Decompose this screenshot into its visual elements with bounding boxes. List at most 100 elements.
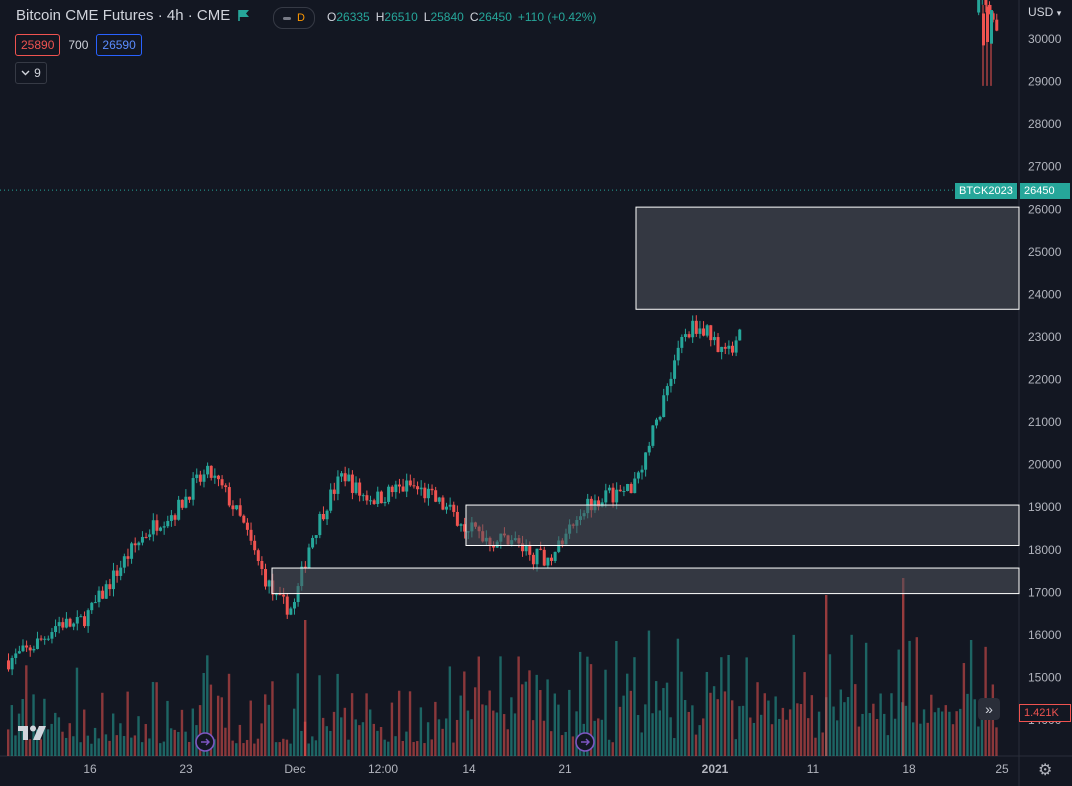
- gear-icon[interactable]: ⚙: [1038, 762, 1053, 779]
- volume-bar: [104, 734, 108, 756]
- volume-bar: [169, 728, 173, 756]
- symbol-title[interactable]: Bitcoin CME Futures · 4h · CME: [16, 7, 231, 24]
- volume-bar: [702, 718, 705, 756]
- candle-body: [289, 608, 293, 615]
- candle-body: [75, 617, 79, 624]
- volume-bar: [864, 642, 868, 756]
- volume-bar: [694, 734, 698, 756]
- interval-pill[interactable]: D: [273, 7, 315, 29]
- volume-bar: [781, 707, 785, 756]
- tradingview-logo-icon[interactable]: [18, 724, 48, 748]
- candle-body: [982, 13, 985, 46]
- volume-bar: [484, 705, 488, 756]
- volume-bar: [810, 695, 814, 756]
- volume-bar: [343, 707, 347, 756]
- candle-body: [622, 491, 626, 493]
- volume-bar: [32, 694, 35, 756]
- chevron-down-icon: ▾: [1056, 8, 1062, 18]
- candle-body: [546, 557, 550, 566]
- candle-body: [350, 474, 354, 493]
- volume-bar: [698, 725, 701, 756]
- volume-bar: [683, 700, 687, 756]
- flag-icon[interactable]: [238, 9, 250, 22]
- volume-bar: [560, 735, 564, 756]
- volume-bar: [528, 670, 531, 756]
- time-tick-label: 25: [995, 762, 1009, 776]
- open-label: O: [327, 10, 337, 24]
- volume-bar: [629, 690, 633, 756]
- volume-bar: [488, 690, 491, 756]
- volume-bar: [854, 684, 857, 756]
- volume-bar: [473, 687, 477, 756]
- sell-price-button[interactable]: 25890: [15, 34, 61, 56]
- candle-body: [387, 486, 391, 502]
- indicators-toggle[interactable]: 9: [15, 62, 47, 84]
- demand-zone: [635, 206, 1020, 310]
- volume-bar: [155, 682, 158, 756]
- volume-bar: [799, 704, 803, 756]
- volume-bar: [390, 702, 394, 756]
- volume-bar: [962, 663, 966, 756]
- volume-bar: [173, 729, 176, 756]
- symbol-tag: BTCK2023: [955, 183, 1017, 199]
- pill-dash: [283, 16, 292, 20]
- volume-bar: [216, 695, 220, 756]
- candle-body: [633, 478, 637, 494]
- volume-bar: [426, 722, 430, 756]
- candle-body: [50, 632, 54, 639]
- candle-body: [198, 474, 202, 482]
- price-tick-label: 28000: [1028, 117, 1062, 131]
- scroll-right-icon[interactable]: »: [978, 698, 1000, 720]
- high-value: 26510: [384, 10, 418, 24]
- volume-bar: [988, 708, 991, 756]
- candle-body: [361, 495, 365, 497]
- volume-bar: [749, 717, 752, 756]
- time-tick-label: 14: [462, 762, 476, 776]
- time-tick-label: 23: [179, 762, 193, 776]
- candle-body: [115, 570, 119, 576]
- volume-bar: [879, 693, 882, 756]
- volume-bar: [778, 718, 781, 756]
- candle-body: [220, 479, 224, 486]
- price-tick-label: 24000: [1028, 287, 1062, 301]
- chart-header: Bitcoin CME Futures · 4h · CME: [16, 7, 250, 24]
- candle-body: [702, 328, 706, 336]
- volume-bar: [933, 712, 937, 756]
- volume-bar: [448, 666, 452, 756]
- candle-body: [162, 526, 166, 528]
- volume-bar: [184, 731, 187, 756]
- volume-bar: [292, 708, 296, 756]
- volume-bar: [622, 695, 625, 756]
- volume-bar: [814, 737, 817, 756]
- price-tick-label: 22000: [1028, 373, 1062, 387]
- candle-body: [169, 515, 173, 521]
- volume-bar: [289, 743, 292, 756]
- candle-body: [216, 475, 220, 480]
- volume-bar: [264, 694, 267, 756]
- candle-body: [984, 0, 988, 5]
- volume-bar: [828, 654, 832, 756]
- candle-body: [455, 511, 459, 526]
- volume-bar: [144, 724, 147, 756]
- volume-bar: [759, 714, 763, 756]
- candle-body: [224, 485, 228, 488]
- volume-bar: [61, 731, 64, 756]
- volume-bar: [832, 706, 835, 756]
- volume-bar: [937, 707, 940, 756]
- candle-body: [213, 475, 217, 478]
- volume-bar: [633, 657, 636, 756]
- volume-bar: [311, 736, 314, 756]
- candle-body: [445, 506, 449, 510]
- volume-bar: [282, 738, 285, 756]
- volume-bar: [546, 679, 549, 756]
- candle-body: [25, 645, 29, 648]
- candle-body: [10, 657, 14, 670]
- volume-bar: [930, 694, 933, 756]
- candle-body: [46, 638, 50, 640]
- price-tick-label: 29000: [1028, 75, 1062, 89]
- volume-bar: [126, 691, 129, 756]
- buy-price-button[interactable]: 26590: [96, 34, 142, 56]
- currency-selector[interactable]: USD ▾: [1028, 5, 1061, 19]
- volume-bar: [180, 709, 184, 756]
